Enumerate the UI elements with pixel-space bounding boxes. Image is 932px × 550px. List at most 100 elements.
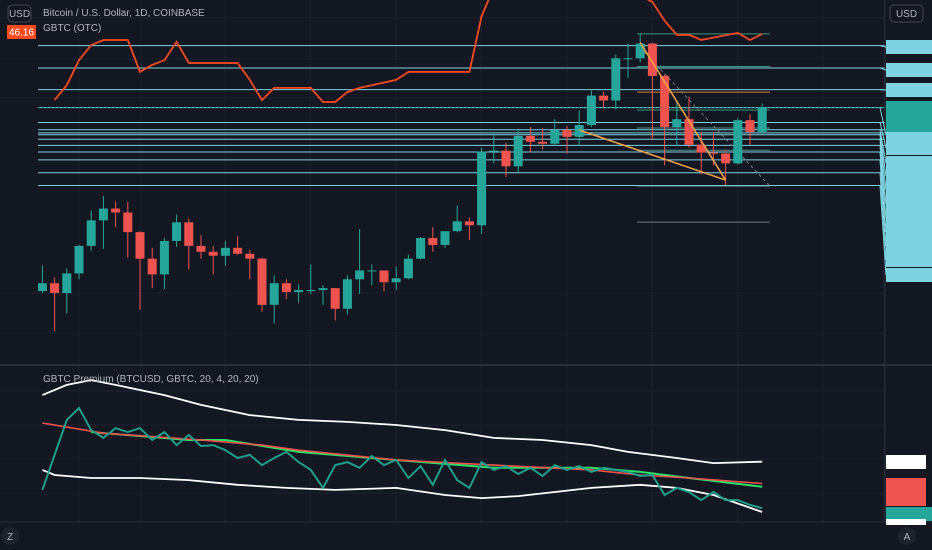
left-currency-label: USD: [9, 9, 30, 20]
fib-trend-line: [639, 47, 771, 187]
candle-body: [294, 290, 304, 293]
axes: [879, 40, 932, 525]
candle-body: [647, 43, 657, 76]
candle-body: [379, 270, 389, 283]
price-level-tag: [886, 183, 932, 197]
overlay-symbol-label[interactable]: GBTC (OTC): [43, 23, 101, 34]
gbtc-price-line: [53, 0, 763, 103]
price-level-tag: [886, 141, 932, 155]
candle-body: [513, 135, 523, 167]
price-level-connector: [879, 185, 887, 276]
candle-body: [477, 151, 487, 226]
candle-body: [147, 258, 157, 275]
candle-body: [184, 222, 194, 246]
left-currency-button[interactable]: [7, 4, 32, 23]
indicator-value-tag: [886, 507, 932, 521]
candle-body: [403, 258, 413, 279]
candle-body: [74, 245, 84, 274]
candle-body: [501, 150, 511, 167]
candle-body: [599, 95, 609, 101]
candle-body: [464, 221, 474, 226]
candle-body: [440, 231, 450, 245]
candle-body: [62, 273, 72, 294]
candle-body: [123, 212, 133, 233]
candle-body: [196, 245, 206, 252]
gbtc-last-value: 46.16: [9, 28, 34, 39]
candle-body: [269, 283, 279, 305]
price-level-connector: [879, 45, 887, 48]
price-level-tag: [886, 83, 932, 97]
trend-line: [639, 42, 727, 181]
candle-body: [489, 150, 499, 152]
price-level-tag: [886, 63, 932, 77]
candle-body: [684, 119, 694, 145]
indicator-value-tag: [886, 519, 926, 525]
price-level-tag: [886, 253, 932, 267]
price-level-tag: [886, 169, 932, 183]
candle-body: [733, 120, 743, 164]
candle-body: [342, 279, 352, 309]
candle-body: [306, 290, 316, 292]
candle-body: [86, 220, 96, 246]
zoom-button[interactable]: [1, 527, 19, 545]
candle-body: [696, 144, 706, 153]
candle-body: [660, 75, 670, 128]
price-level-tag: [886, 211, 932, 225]
indicator-value-tag: [886, 455, 926, 469]
price-level-connector: [879, 159, 887, 247]
candle-body: [208, 251, 218, 256]
candle-body: [367, 270, 377, 272]
candle-body: [355, 270, 365, 280]
candle-body: [574, 125, 584, 137]
indicator-title[interactable]: GBTC Premium (BTCUSD, GBTC, 20, 4, 20, 2…: [43, 374, 259, 385]
candle-body: [611, 58, 621, 101]
candle-body: [318, 288, 328, 291]
zoom-button-label: Z: [7, 532, 13, 543]
price-level-tag: [886, 40, 932, 54]
candle-body: [220, 247, 230, 256]
price-level-connector: [879, 107, 887, 136]
gbtc-line: [53, 0, 763, 103]
candle-body: [635, 43, 645, 59]
price-level-connector: [879, 129, 887, 164]
auto-scale-label: A: [904, 532, 911, 543]
candle-body: [245, 253, 255, 259]
candle-body: [416, 238, 426, 259]
candle-body: [172, 222, 182, 241]
price-level-connector: [879, 67, 887, 71]
chart-title: Bitcoin / U.S. Dollar, 1D, COINBASE: [43, 8, 205, 19]
candle-body: [550, 129, 560, 144]
candle-body: [111, 208, 121, 213]
auto-scale-button[interactable]: [898, 527, 916, 545]
right-currency-button[interactable]: [889, 4, 924, 23]
candle-body: [50, 283, 60, 294]
gbtc-last-tag: [7, 25, 36, 39]
price-level-tag: [886, 239, 932, 253]
candle-body: [721, 153, 731, 164]
candle-body: [586, 95, 596, 126]
price-level-tag: [886, 225, 932, 239]
candles: [38, 34, 767, 332]
candle-body: [708, 152, 718, 154]
premium-line: [41, 406, 763, 510]
candle-body: [428, 238, 438, 245]
candle-body: [330, 288, 340, 309]
trend-line: [578, 129, 726, 181]
price-level-connector: [879, 139, 887, 205]
candle-body: [257, 258, 267, 305]
price-level-connector: [879, 145, 887, 219]
candle-body: [745, 120, 755, 132]
price-level-tag: [886, 268, 932, 282]
last-price-tag: [886, 101, 932, 132]
candle-body: [135, 232, 145, 259]
price-level-tag: [886, 156, 932, 170]
candle-body: [757, 107, 767, 132]
price-level-tag: [886, 197, 932, 211]
candle-body: [538, 141, 548, 144]
fib-retracement[interactable]: [637, 33, 771, 223]
indicator-value-tag: [886, 492, 926, 506]
candle-body: [672, 119, 682, 128]
trend-lines[interactable]: [578, 42, 727, 181]
